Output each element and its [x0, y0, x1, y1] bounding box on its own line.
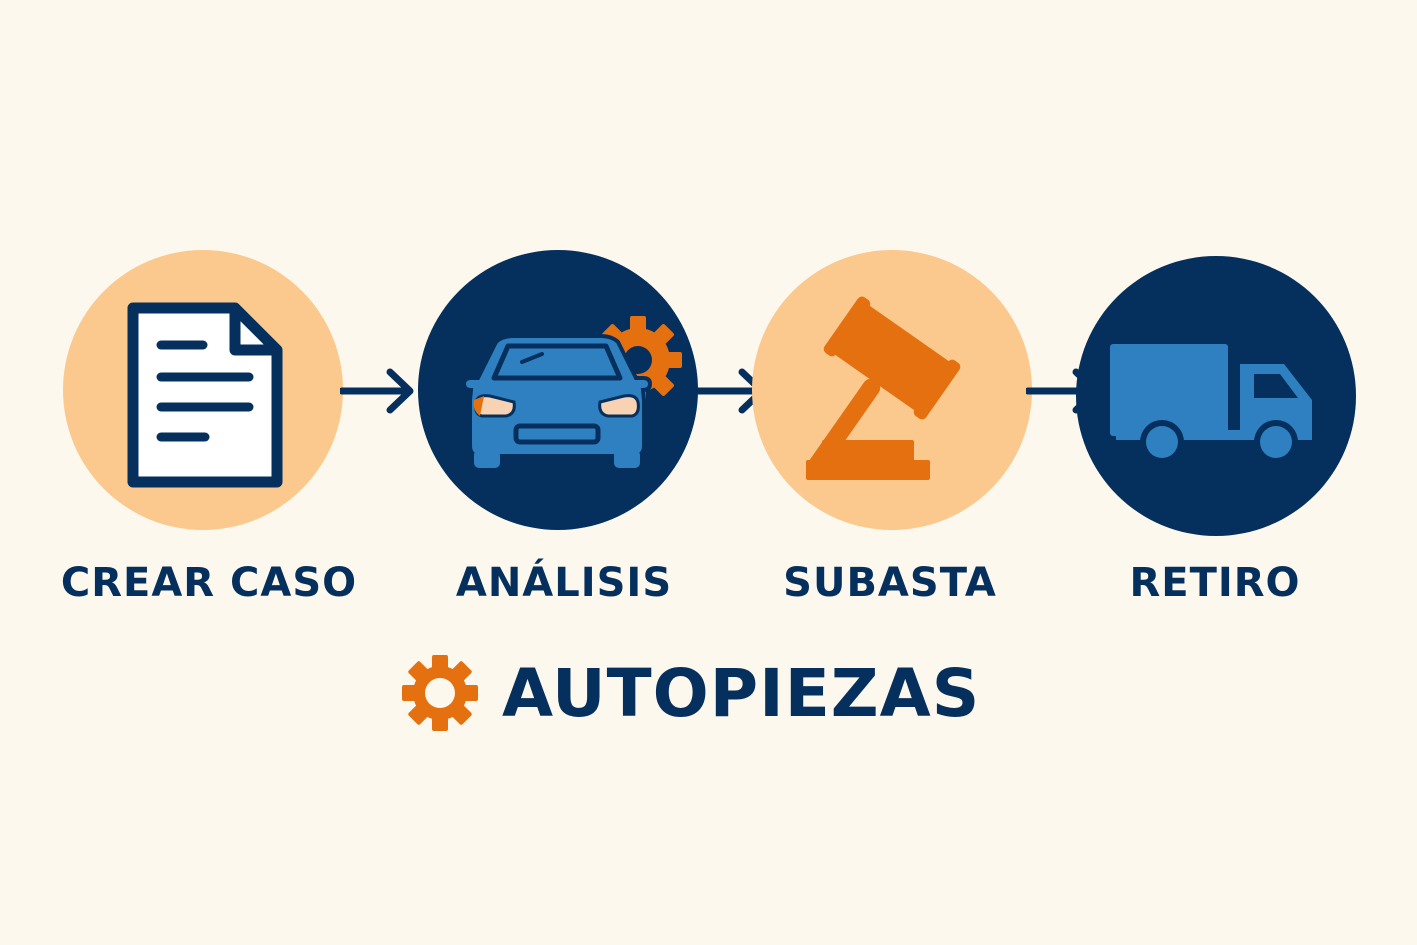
- step-circle-crear-caso: [63, 250, 343, 530]
- step-circle-analisis: [418, 250, 698, 530]
- step-label-analisis: ANÁLISIS: [455, 560, 673, 606]
- step-label-subasta: SUBASTA: [783, 560, 997, 606]
- brand-logo: AUTOPIEZAS: [400, 648, 1040, 738]
- step-label-crear-caso: CREAR CASO: [60, 560, 358, 606]
- step-circle-subasta: [752, 250, 1032, 530]
- gavel-icon: [806, 296, 961, 480]
- brand-name: AUTOPIEZAS: [502, 654, 981, 732]
- document-icon: [127, 302, 283, 488]
- gear-icon: [402, 655, 478, 731]
- truck-icon: [1110, 344, 1312, 464]
- step-circle-retiro: [1076, 256, 1356, 536]
- arrow-right-icon: [340, 368, 414, 414]
- step-label-retiro: RETIRO: [1129, 560, 1301, 606]
- car-gear-icon: [461, 316, 682, 468]
